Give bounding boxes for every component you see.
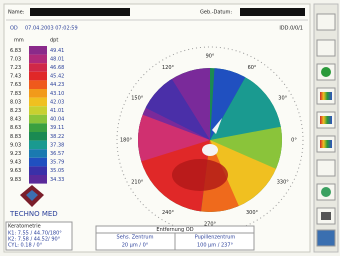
scale-dpt: 39.11 [50, 125, 64, 131]
scale-dpt: 40.04 [50, 117, 64, 123]
scale-swatch [29, 123, 47, 132]
angle-label: 180° [120, 138, 133, 144]
keratometry-title: Keratometrie [8, 224, 41, 230]
scale-mm: 6.83 [10, 48, 21, 54]
scale-swatch [29, 132, 47, 141]
birth-field[interactable] [240, 8, 305, 16]
scale-mm: 9.03 [10, 142, 21, 148]
scale-swatch [29, 149, 47, 158]
scale-dpt: 48.01 [50, 56, 64, 62]
scale-swatch [29, 46, 47, 55]
scale-dpt: 46.68 [50, 65, 64, 71]
tool-icon [321, 187, 331, 197]
col-value: 20 µm / 0° [122, 243, 149, 249]
unit-dpt: dpt [50, 38, 58, 44]
scale-swatch [29, 98, 47, 107]
tool-icon [320, 92, 332, 100]
scale-mm: 8.23 [10, 108, 21, 114]
scale-mm: 7.63 [10, 82, 21, 88]
scale-swatch [29, 89, 47, 98]
scale-dpt: 38.22 [50, 134, 64, 140]
scale-mm: 9.83 [10, 177, 21, 183]
angle-label: 60° [248, 65, 257, 71]
scale-mm: 9.43 [10, 160, 21, 166]
toolbar [314, 4, 338, 252]
angle-label: 330° [277, 180, 290, 186]
col-label: Pupillenzentrum [195, 235, 236, 241]
tool-button[interactable] [317, 160, 335, 176]
col-value: 100 µm / 237° [197, 243, 234, 249]
color-scale: mm dpt 6.83 49.41 7.03 48.01 7.23 46.68 7.43 45… [10, 38, 64, 184]
scale-dpt: 41.01 [50, 108, 64, 114]
scale-mm: 9.63 [10, 168, 21, 174]
scale-swatch [29, 141, 47, 150]
scale-dpt: 37.38 [50, 142, 64, 148]
tool-icon [320, 140, 332, 148]
scale-mm: 8.63 [10, 125, 21, 131]
birth-label: Geb.-Datum: [200, 10, 232, 16]
scale-dpt: 49.41 [50, 48, 64, 54]
tool-button[interactable] [317, 14, 335, 30]
scale-mm: 7.83 [10, 91, 21, 97]
scale-swatch [29, 158, 47, 167]
angle-label: 300° [246, 210, 259, 216]
scale-mm: 7.23 [10, 65, 21, 71]
scale-mm: 7.03 [10, 56, 21, 62]
scale-dpt: 35.79 [50, 160, 64, 166]
scale-dpt: 36.57 [50, 151, 64, 157]
tool-icon [321, 67, 331, 77]
angle-label: 210° [131, 180, 144, 186]
scale-dpt: 44.23 [50, 82, 64, 88]
scale-mm: 9.23 [10, 151, 21, 157]
unit-mm: mm [14, 38, 24, 44]
scale-mm: 8.03 [10, 99, 21, 105]
name-field[interactable] [30, 8, 130, 16]
tool-icon [321, 212, 331, 220]
col-label: Sehs. Zentrum [117, 235, 154, 241]
scale-dpt: 45.42 [50, 74, 64, 80]
scale-mm: 8.43 [10, 117, 21, 123]
tool-button[interactable] [317, 230, 335, 246]
scale-swatch [29, 55, 47, 64]
eye: OD [10, 26, 18, 32]
scale-swatch [29, 72, 47, 81]
angle-label: 0° [291, 138, 297, 144]
angle-label: 30° [278, 96, 287, 102]
distance-title: Entfernung OD [156, 227, 193, 233]
scale-swatch [29, 115, 47, 124]
keratometry-line: CYL: 0.18 / 0° [8, 243, 43, 249]
scale-swatch [29, 175, 47, 184]
file-id: IDD.0/0/1 [279, 26, 303, 32]
scale-swatch [29, 63, 47, 72]
angle-label: 120° [162, 65, 175, 71]
tool-icon [320, 116, 332, 124]
app-window: Name: Geb.-Datum: OD 07.04.2003 07:02:59… [0, 0, 340, 256]
scale-swatch [29, 166, 47, 175]
scale-dpt: 35.05 [50, 168, 64, 174]
scale-mm: 8.83 [10, 134, 21, 140]
scale-dpt: 43.10 [50, 91, 64, 97]
scale-swatch [29, 106, 47, 115]
scale-swatch [29, 80, 47, 89]
angle-label: 150° [131, 96, 144, 102]
logo-text: TECHNO MED [9, 210, 58, 218]
scale-dpt: 34.33 [50, 177, 64, 183]
datetime: 07.04.2003 07:02:59 [25, 26, 78, 32]
scale-mm: 7.43 [10, 74, 21, 80]
tool-button[interactable] [317, 40, 335, 56]
angle-label: 240° [162, 210, 175, 216]
scale-dpt: 42.03 [50, 99, 64, 105]
name-label: Name: [8, 10, 25, 16]
angle-label: 90° [206, 54, 215, 60]
